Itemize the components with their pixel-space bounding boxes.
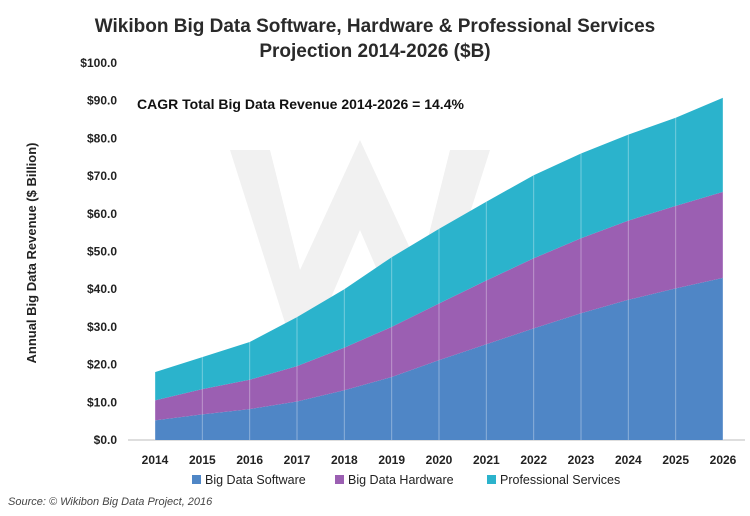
x-tick-label: 2017 <box>284 453 311 467</box>
y-tick-label: $100.0 <box>80 56 117 70</box>
x-tick-label: 2024 <box>615 453 642 467</box>
x-tick-label: 2023 <box>568 453 595 467</box>
y-tick-label: $50.0 <box>87 245 117 259</box>
x-tick-label: 2026 <box>710 453 737 467</box>
y-tick-label: $70.0 <box>87 169 117 183</box>
cagr-annotation: CAGR Total Big Data Revenue 2014-2026 = … <box>137 96 464 112</box>
y-tick-label: $60.0 <box>87 207 117 221</box>
y-tick-label: $90.0 <box>87 94 117 108</box>
y-tick-label: $30.0 <box>87 320 117 334</box>
x-axis-ticks: 2014 2015 2016 2017 2018 2019 2020 2021 2022 2023… <box>142 453 737 467</box>
x-tick-label: 2014 <box>142 453 169 467</box>
x-tick-label: 2022 <box>520 453 547 467</box>
y-axis-ticks: $0.0 $10.0 $20.0 $30.0 $40.0 $50.0 $60.0 $70.0 $… <box>80 56 117 447</box>
legend-label: Big Data Software <box>205 473 306 487</box>
y-tick-label: $20.0 <box>87 358 117 372</box>
y-tick-label: $40.0 <box>87 282 117 296</box>
legend: Big Data Software Big Data Hardware Profes… <box>192 473 620 487</box>
chart-title-line-1: Wikibon Big Data Software, Hardware & Pr… <box>95 16 656 37</box>
x-tick-label: 2019 <box>378 453 405 467</box>
x-tick-label: 2025 <box>662 453 689 467</box>
legend-label: Big Data Hardware <box>348 473 454 487</box>
area-professional-services <box>155 97 723 401</box>
legend-label: Professional Services <box>500 473 620 487</box>
y-tick-label: $10.0 <box>87 395 117 409</box>
legend-swatch <box>487 475 496 484</box>
area-big-data-hardware <box>155 191 723 421</box>
x-tick-label: 2020 <box>426 453 453 467</box>
x-tick-label: 2016 <box>236 453 263 467</box>
legend-swatch <box>335 475 344 484</box>
x-tick-label: 2015 <box>189 453 216 467</box>
source-note: Source: © Wikibon Big Data Project, 2016 <box>8 496 213 508</box>
y-tick-label: $80.0 <box>87 131 117 145</box>
legend-swatch <box>192 475 201 484</box>
chart-title-line-2: Projection 2014-2026 ($B) <box>259 41 490 62</box>
y-tick-label: $0.0 <box>94 433 118 447</box>
area-big-data-software <box>155 277 723 440</box>
y-axis-label: Annual Big Data Revenue ($ Billion) <box>24 142 39 363</box>
plot-area <box>128 97 745 441</box>
x-tick-label: 2018 <box>331 453 358 467</box>
x-tick-label: 2021 <box>473 453 500 467</box>
